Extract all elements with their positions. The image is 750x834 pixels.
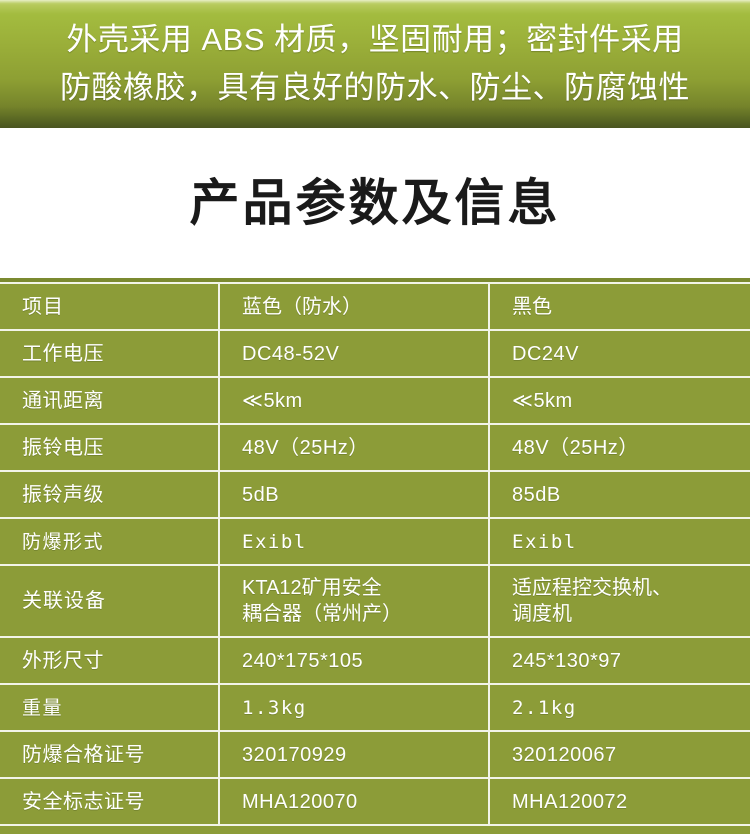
cell-line: 振铃声级 — [22, 483, 104, 506]
table-cell-label: 防爆形式 — [0, 519, 220, 564]
title-section: 产品参数及信息 — [0, 128, 750, 278]
cell-line: 调度机 — [512, 603, 572, 625]
table-row: 振铃电压 48V（25Hz） 48V（25Hz） — [0, 423, 750, 470]
cell-line: Exibl — [512, 530, 577, 553]
feature-banner: 外壳采用 ABS 材质，坚固耐用；密封件采用 防酸橡胶，具有良好的防水、防尘、防… — [0, 0, 750, 128]
cell-line: Exibl — [242, 530, 307, 553]
table-row: 安全标志证号 MHA120070 MHA120072 — [0, 777, 750, 824]
cell-line: 工作电压 — [22, 342, 104, 365]
banner-line-1: 外壳采用 ABS 材质，坚固耐用；密封件采用 — [66, 22, 684, 57]
table-cell-blue: KTA12矿用安全 耦合器（常州产） — [220, 566, 490, 636]
table-cell-label: 通讯距离 — [0, 378, 220, 423]
table-cell-black: 85dB — [490, 472, 750, 517]
header-cell-label: 项目 — [0, 284, 220, 329]
table-cell-blue: MHA120070 — [220, 779, 490, 824]
banner-line-2: 防酸橡胶，具有良好的防水、防尘、防腐蚀性 — [60, 70, 690, 105]
cell-line: 1.3kg — [242, 696, 307, 719]
spec-table: 项目 蓝色（防水） 黑色 工作电压 DC48-52V DC24V 通讯距离 ≪5km ≪5… — [0, 278, 750, 824]
header-blue-text: 蓝色（防水） — [242, 295, 362, 318]
cell-line: KTA12矿用安全 — [242, 577, 382, 599]
table-cell-black: ≪5km — [490, 378, 750, 423]
table-cell-black: 适应程控交换机、 调度机 — [490, 566, 750, 636]
table-cell-blue: 240*175*105 — [220, 638, 490, 683]
cell-line: ≪5km — [512, 389, 573, 412]
cell-line: 振铃电压 — [22, 436, 104, 459]
table-cell-black: 320120067 — [490, 732, 750, 777]
table-row: 外形尺寸 240*175*105 245*130*97 — [0, 636, 750, 683]
cell-line: 2.1kg — [512, 696, 577, 719]
cell-line: 245*130*97 — [512, 649, 622, 672]
cell-line: 关联设备 — [22, 590, 106, 612]
table-cell-label: 外形尺寸 — [0, 638, 220, 683]
cell-line: 240*175*105 — [242, 649, 364, 672]
table-cell-blue: ≪5km — [220, 378, 490, 423]
cell-line: 防爆合格证号 — [22, 743, 145, 766]
cell-line: 通讯距离 — [22, 389, 104, 412]
cell-line: 85dB — [512, 483, 561, 506]
cell-line: 48V（25Hz） — [242, 436, 369, 459]
table-cell-label: 安全标志证号 — [0, 779, 220, 824]
table-cell-blue: Exibl — [220, 519, 490, 564]
table-cell-black: MHA120072 — [490, 779, 750, 824]
table-row: 通讯距离 ≪5km ≪5km — [0, 376, 750, 423]
table-cell-label: 重量 — [0, 685, 220, 730]
table-cell-blue: 320170929 — [220, 732, 490, 777]
cell-line: 48V（25Hz） — [512, 436, 639, 459]
table-cell-label: 防爆合格证号 — [0, 732, 220, 777]
table-cell-blue: 48V（25Hz） — [220, 425, 490, 470]
cell-line: 防爆形式 — [22, 530, 105, 553]
cell-line: MHA120070 — [242, 790, 358, 813]
cell-line: 320170929 — [242, 743, 347, 766]
cell-line: 5dB — [242, 483, 280, 506]
cell-line: 适应程控交换机、 — [512, 577, 672, 599]
page-title: 产品参数及信息 — [189, 175, 561, 231]
cell-line: ≪5km — [242, 389, 303, 412]
header-black-text: 黑色 — [512, 295, 552, 318]
table-cell-blue: DC48-52V — [220, 331, 490, 376]
cell-line: DC24V — [512, 342, 579, 365]
cell-line: 安全标志证号 — [22, 790, 145, 813]
cell-line: MHA120072 — [512, 790, 628, 813]
table-bottom-edge — [0, 824, 750, 834]
table-row: 重量 1.3kg 2.1kg — [0, 683, 750, 730]
table-cell-label: 振铃声级 — [0, 472, 220, 517]
cell-line: 耦合器（常州产） — [242, 603, 402, 625]
table-cell-black: 2.1kg — [490, 685, 750, 730]
cell-line: 320120067 — [512, 743, 617, 766]
table-row: 振铃声级 5dB 85dB — [0, 470, 750, 517]
table-cell-blue: 5dB — [220, 472, 490, 517]
table-cell-black: Exibl — [490, 519, 750, 564]
table-row: 防爆合格证号 320170929 320120067 — [0, 730, 750, 777]
table-cell-black: 48V（25Hz） — [490, 425, 750, 470]
cell-line: 外形尺寸 — [22, 649, 104, 672]
header-cell-blue: 蓝色（防水） — [220, 284, 490, 329]
table-cell-blue: 1.3kg — [220, 685, 490, 730]
table-row: 防爆形式 Exibl Exibl — [0, 517, 750, 564]
cell-line: DC48-52V — [242, 342, 340, 365]
table-header-row: 项目 蓝色（防水） 黑色 — [0, 282, 750, 329]
table-cell-label: 关联设备 — [0, 566, 220, 636]
table-row: 工作电压 DC48-52V DC24V — [0, 329, 750, 376]
header-label-text: 项目 — [22, 295, 64, 318]
table-cell-label: 工作电压 — [0, 331, 220, 376]
table-cell-black: DC24V — [490, 331, 750, 376]
cell-line: 重量 — [22, 696, 64, 719]
table-cell-black: 245*130*97 — [490, 638, 750, 683]
table-row: 关联设备 KTA12矿用安全 耦合器（常州产） 适应程控交换机、 调度机 — [0, 564, 750, 636]
table-cell-label: 振铃电压 — [0, 425, 220, 470]
header-cell-black: 黑色 — [490, 284, 750, 329]
